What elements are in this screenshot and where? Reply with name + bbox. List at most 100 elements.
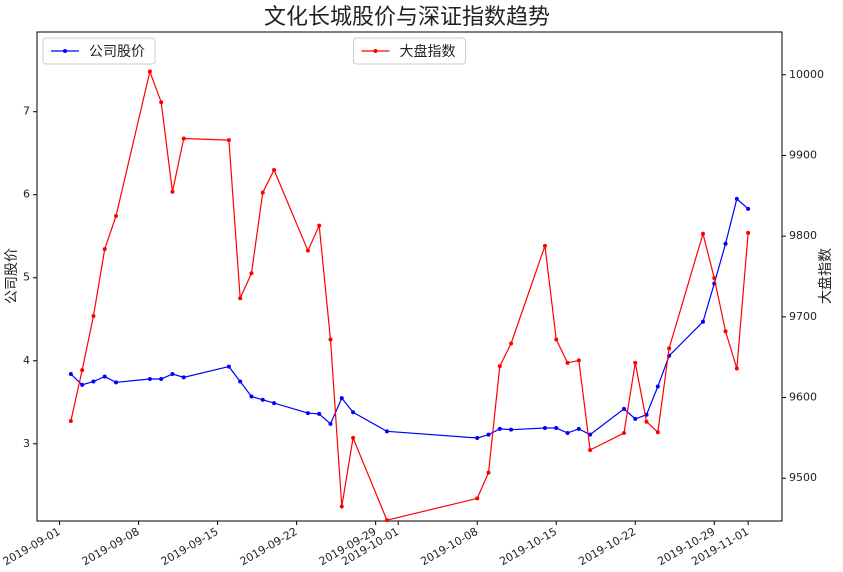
point	[734, 366, 739, 371]
point	[328, 337, 333, 342]
point	[80, 368, 85, 373]
y-tick-label: 4	[23, 354, 30, 367]
point	[249, 271, 254, 276]
point	[351, 435, 356, 440]
point	[655, 384, 660, 389]
legend-box	[42, 37, 156, 65]
y-tick-label: 3	[23, 437, 30, 450]
point	[339, 504, 344, 509]
point	[238, 296, 243, 301]
point	[159, 377, 164, 382]
point	[351, 410, 356, 415]
point	[667, 346, 672, 351]
point	[272, 401, 277, 406]
point	[734, 196, 739, 201]
point	[317, 223, 322, 228]
point	[170, 189, 175, 194]
point	[384, 429, 389, 434]
point	[509, 427, 514, 432]
point	[542, 426, 547, 431]
x-tick-label: 2019-10-08	[418, 525, 480, 568]
point	[339, 396, 344, 401]
point	[102, 374, 107, 379]
point	[226, 138, 231, 143]
x-tick-label: 2019-10-22	[576, 525, 638, 568]
point	[384, 518, 389, 523]
series-line	[70, 69, 749, 521]
point	[565, 430, 570, 435]
point	[272, 167, 277, 172]
point	[723, 241, 728, 246]
point	[542, 243, 547, 248]
point	[91, 314, 96, 319]
legend-box	[353, 37, 466, 65]
point	[633, 416, 638, 421]
y2-axis-label: 大盘指数	[817, 248, 834, 304]
point	[147, 69, 152, 74]
point	[655, 430, 660, 435]
chart-title: 文化长城股价与深证指数趋势	[264, 5, 550, 30]
point	[181, 375, 186, 380]
point	[497, 426, 502, 431]
point	[588, 432, 593, 437]
point	[68, 418, 73, 423]
point	[238, 379, 243, 384]
point	[486, 470, 491, 475]
point	[700, 319, 705, 324]
x-tick-label: 2019-09-08	[80, 525, 142, 568]
point	[509, 341, 514, 346]
y-axis-label: 公司股价	[4, 248, 20, 304]
x-tick-label: 2019-10-15	[497, 525, 559, 568]
y2-tick-label: 9700	[789, 310, 817, 323]
legend-label: 大盘指数	[400, 43, 456, 60]
x-tick-label: 2019-09-22	[238, 525, 300, 568]
point	[328, 421, 333, 426]
point	[565, 360, 570, 365]
y2-tick-label: 9800	[789, 229, 817, 242]
point	[475, 496, 480, 501]
point	[226, 364, 231, 369]
point	[181, 136, 186, 141]
series-line	[70, 197, 749, 439]
point	[723, 329, 728, 334]
point	[80, 382, 85, 387]
x-tick-label: 2019-09-01	[1, 525, 63, 568]
point	[91, 379, 96, 384]
point	[305, 248, 310, 253]
point	[700, 231, 705, 236]
point	[746, 230, 751, 235]
point	[633, 360, 638, 365]
point	[305, 411, 310, 416]
point	[621, 406, 626, 411]
point	[576, 358, 581, 363]
point	[102, 247, 107, 252]
point	[621, 431, 626, 436]
point	[475, 435, 480, 440]
legend-marker	[373, 49, 378, 53]
point	[260, 397, 265, 402]
point	[249, 394, 254, 399]
point	[644, 419, 649, 424]
y2-tick-label: 9900	[789, 148, 817, 161]
point	[497, 364, 502, 369]
point	[114, 380, 119, 385]
point	[588, 447, 593, 452]
point	[159, 100, 164, 105]
point	[712, 276, 717, 281]
y-tick-label: 7	[23, 105, 30, 118]
point	[746, 206, 751, 211]
point	[170, 372, 175, 377]
point	[317, 411, 322, 416]
y-tick-label: 6	[23, 188, 30, 201]
point	[554, 426, 559, 431]
point	[68, 372, 73, 377]
point	[147, 377, 152, 382]
point	[576, 426, 581, 431]
legend-label: 公司股价	[89, 44, 145, 60]
y2-tick-label: 9600	[789, 391, 817, 404]
point	[486, 432, 491, 437]
x-tick-label: 2019-09-15	[159, 525, 221, 568]
y2-tick-label: 9500	[789, 471, 817, 484]
point	[114, 213, 119, 218]
